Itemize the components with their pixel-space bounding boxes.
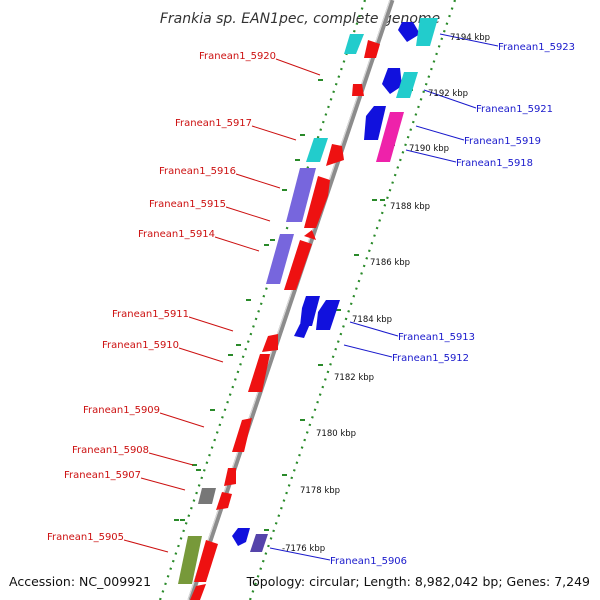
tick-label-7178: 7178 kbp	[300, 486, 340, 496]
gene-5905-red	[194, 540, 218, 582]
gene-red-top	[364, 40, 380, 58]
gene-5913-arrow	[300, 296, 320, 326]
gene-5914-tip	[304, 230, 316, 240]
leader-franean1_5919	[415, 125, 465, 141]
leader-franean1_5917	[251, 125, 297, 141]
gene-label-franean1_5923[interactable]: Franean1_5923	[498, 42, 575, 53]
leader-franean1_5910	[178, 347, 224, 363]
accession-text: Accession: NC_009921	[9, 574, 151, 589]
gene-5918-magenta	[376, 112, 404, 162]
gene-5914-red	[284, 240, 312, 290]
gene-label-franean1_5910[interactable]: Franean1_5910	[102, 340, 179, 351]
gene-5919-arrow	[364, 106, 386, 140]
gene-5907-grey	[198, 488, 216, 504]
gene-label-franean1_5916[interactable]: Franean1_5916	[159, 166, 236, 177]
inner-tick-marks	[180, 159, 385, 521]
gene-label-franean1_5912[interactable]: Franean1_5912	[392, 353, 469, 364]
reverse-strand-genes	[232, 18, 438, 552]
gene-5908-red	[224, 468, 236, 486]
gene-5917-red	[326, 144, 344, 166]
gene-5906-arrow	[232, 528, 250, 546]
gene-5907-red	[216, 492, 232, 510]
leader-franean1_5916	[235, 173, 281, 189]
gene-5914-purple	[266, 234, 294, 284]
gene-5911-red	[262, 334, 278, 352]
leader-franean1_5921	[423, 89, 477, 109]
leader-franean1_5923	[439, 33, 499, 47]
gene-label-franean1_5919[interactable]: Franean1_5919	[464, 136, 541, 147]
gene-5920	[352, 84, 364, 96]
tick-label-7186: 7186 kbp	[370, 258, 410, 268]
gene-label-franean1_5906[interactable]: Franean1_5906	[330, 556, 407, 567]
gene-5915-red	[304, 176, 330, 228]
leader-franean1_5907	[140, 477, 186, 491]
gene-cyan-top-right	[416, 18, 438, 46]
gene-5921-arrow	[382, 68, 402, 94]
gene-5909-red	[232, 418, 252, 452]
gene-5916-purple	[286, 168, 316, 222]
tick-label-7192: 7192 kbp	[428, 89, 468, 99]
gene-bottom-red	[190, 584, 206, 600]
map-title: Frankia sp. EAN1pec, complete genome	[160, 11, 440, 27]
leader-franean1_5905	[123, 539, 169, 553]
genome-summary: Topology: circular; Length: 8,982,042 bp…	[246, 574, 590, 589]
tick-label-7188: 7188 kbp	[390, 202, 430, 212]
tick-label-7176: -7176 kbp	[282, 544, 325, 554]
leader-franean1_5918	[405, 149, 457, 163]
gene-label-franean1_5911[interactable]: Franean1_5911	[112, 309, 189, 320]
gene-labels: Franean1_5923 Franean1_5921 Franean1_5919 F…	[47, 42, 575, 567]
leader-franean1_5914	[214, 236, 260, 252]
gene-label-franean1_5920[interactable]: Franean1_5920	[199, 51, 276, 62]
gene-label-franean1_5921[interactable]: Franean1_5921	[476, 104, 553, 115]
gene-label-franean1_5908[interactable]: Franean1_5908	[72, 445, 149, 456]
outer-tick-marks	[174, 34, 430, 531]
gene-label-franean1_5909[interactable]: Franean1_5909	[83, 405, 160, 416]
tick-label-7190: 7190 kbp	[409, 144, 449, 154]
leader-franean1_5906	[269, 547, 331, 561]
tick-label-7184: 7184 kbp	[352, 315, 392, 325]
gene-small-blue	[294, 324, 310, 338]
leader-franean1_5920	[275, 58, 321, 76]
tick-label-7182: 7182 kbp	[334, 373, 374, 383]
kbp-tick-labels: 7194 kbp 7192 kbp 7190 kbp 7188 kbp 7186 kbp…	[282, 33, 490, 554]
gene-label-franean1_5913[interactable]: Franean1_5913	[398, 332, 475, 343]
outer-right-dotted-strand	[248, 0, 457, 600]
gene-5905-olive	[178, 536, 202, 584]
forward-strand-genes	[178, 34, 380, 600]
leader-franean1_5912	[343, 344, 393, 358]
gene-label-franean1_5918[interactable]: Franean1_5918	[456, 158, 533, 169]
gene-label-franean1_5917[interactable]: Franean1_5917	[175, 118, 252, 129]
leader-franean1_5915	[225, 206, 271, 222]
gene-label-franean1_5907[interactable]: Franean1_5907	[64, 470, 141, 481]
outer-left-dotted-strand	[158, 0, 367, 600]
gene-5923-arrow	[398, 22, 420, 42]
leader-franean1_5908	[148, 452, 194, 466]
leader-franean1_5913	[349, 321, 399, 337]
gene-5921-cyan	[396, 72, 418, 98]
tick-label-7194: 7194 kbp	[450, 33, 490, 43]
tick-label-7180: 7180 kbp	[316, 429, 356, 439]
gene-5906-purple	[250, 534, 268, 552]
leader-franean1_5911	[188, 316, 234, 332]
gene-label-franean1_5905[interactable]: Franean1_5905	[47, 532, 124, 543]
gene-label-franean1_5914[interactable]: Franean1_5914	[138, 229, 215, 240]
gene-label-franean1_5915[interactable]: Franean1_5915	[149, 199, 226, 210]
leader-franean1_5909	[159, 412, 205, 428]
gene-cyan-top-left	[344, 34, 364, 54]
gene-5910-red	[248, 354, 270, 392]
label-leader-lines	[123, 33, 499, 561]
gene-5912-arrow	[316, 300, 340, 330]
gene-5917-cyan	[306, 138, 328, 162]
